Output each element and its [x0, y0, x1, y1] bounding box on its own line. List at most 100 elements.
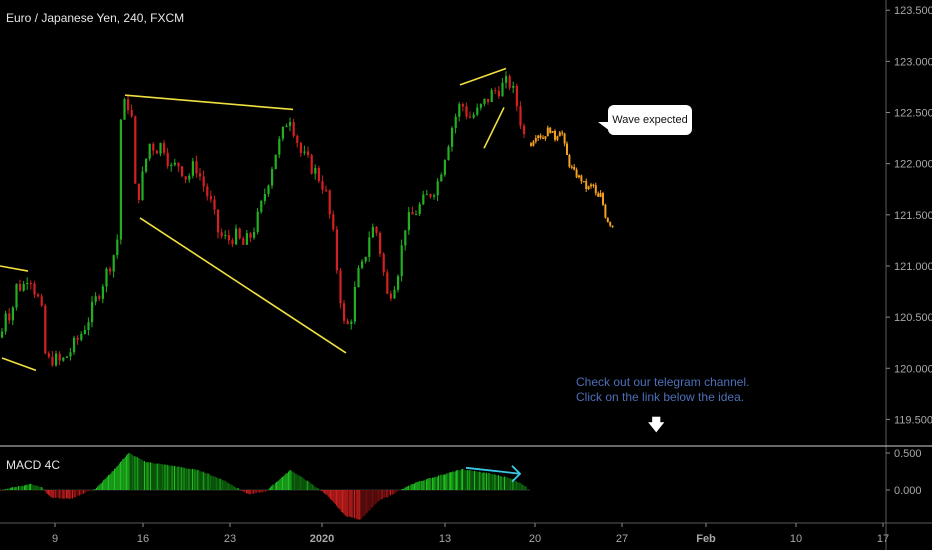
macd-bar — [154, 463, 156, 490]
macd-bar — [145, 462, 147, 490]
candle-body — [357, 267, 360, 288]
candle-body — [145, 158, 148, 172]
macd-bar — [520, 483, 522, 490]
macd-bar — [180, 467, 181, 490]
candle-body — [51, 356, 54, 366]
macd-bar — [469, 469, 471, 490]
forecast-candle — [546, 127, 549, 137]
candle-body — [422, 194, 425, 205]
macd-bar — [487, 473, 489, 490]
macd-bar — [96, 487, 97, 490]
macd-bar — [291, 471, 293, 490]
macd-bar — [453, 471, 455, 490]
price-tick-label: 122.500 — [894, 108, 932, 120]
forecast-candle — [537, 135, 540, 139]
macd-bar — [157, 463, 159, 490]
candle-body — [209, 196, 212, 200]
macd-trend-arrow — [465, 466, 521, 475]
macd-bar — [475, 471, 477, 490]
forecast-candle — [590, 184, 592, 187]
candle-body — [87, 322, 90, 331]
forecast-candle — [542, 137, 544, 139]
macd-bar — [328, 490, 330, 498]
macd-bar — [432, 477, 433, 490]
macd-bar — [396, 490, 397, 492]
macd-bar — [493, 474, 495, 490]
candle-body — [62, 357, 65, 361]
macd-bar — [206, 473, 208, 490]
macd-bar — [429, 477, 431, 490]
macd-bar — [318, 488, 319, 490]
macd-bar — [394, 490, 396, 494]
candle-body — [249, 233, 252, 238]
macd-bar — [435, 476, 437, 490]
candle-body — [1, 331, 4, 338]
macd-bar — [186, 468, 187, 490]
price-tick-label: 122.000 — [894, 159, 932, 171]
macd-bar — [63, 490, 65, 499]
time-tick-label: Feb — [696, 533, 716, 545]
macd-bar — [249, 490, 251, 495]
forecast-candle — [599, 193, 602, 197]
macd-bar — [6, 489, 7, 490]
macd-bar — [376, 490, 378, 502]
candle-body — [465, 106, 468, 117]
macd-bar — [339, 490, 341, 510]
macd-bar — [488, 472, 490, 490]
macd-bar — [409, 485, 411, 490]
macd-bar — [0, 490, 1, 491]
macd-bar — [74, 490, 76, 498]
macd-bar — [340, 490, 342, 512]
macd-bar — [146, 462, 148, 490]
macd-bar — [244, 490, 246, 493]
macd-bar — [385, 490, 387, 498]
macd-bar — [126, 455, 127, 490]
candle-body — [299, 143, 302, 153]
macd-bar — [207, 473, 209, 490]
promo-text: Check out our telegram channel. Click on… — [576, 375, 749, 405]
candle-body — [101, 286, 104, 299]
macd-bar — [465, 470, 467, 490]
macd-bar — [356, 490, 358, 520]
macd-bar — [406, 486, 408, 490]
forecast-candle — [558, 132, 561, 137]
candle-body — [195, 161, 198, 174]
candle-body — [123, 99, 126, 120]
candle-body — [469, 116, 472, 118]
candle-body — [235, 228, 238, 245]
macd-bar — [201, 471, 203, 490]
macd-bar — [152, 463, 154, 490]
macd-bar — [375, 490, 377, 504]
macd-bar — [92, 489, 94, 491]
candle-body — [253, 231, 256, 238]
candle-body — [497, 90, 500, 97]
forecast-candle — [573, 166, 576, 170]
macd-bar — [439, 475, 441, 490]
macd-bar — [270, 487, 271, 490]
macd-bar — [124, 457, 126, 490]
macd-bar — [100, 483, 102, 490]
candle-body — [202, 176, 205, 187]
macd-bar — [513, 480, 515, 490]
macd-bar — [354, 490, 355, 519]
macd-bar — [79, 490, 81, 496]
macd-bar — [380, 490, 382, 500]
macd-bar — [282, 476, 283, 490]
macd-bar — [142, 461, 144, 490]
macd-bar — [372, 490, 373, 508]
candle-body — [206, 186, 209, 197]
macd-bar — [360, 490, 361, 520]
macd-bar — [397, 490, 399, 492]
macd-bar — [502, 476, 504, 490]
macd-bar — [160, 463, 162, 490]
candle-body — [375, 226, 378, 233]
macd-bar — [387, 490, 389, 497]
price-tick-label: 123.500 — [894, 5, 932, 17]
candle-body — [371, 226, 374, 238]
macd-bar — [248, 490, 250, 494]
macd-bar — [438, 475, 439, 490]
macd-bar — [310, 483, 312, 490]
candle-body — [519, 106, 522, 126]
macd-bar — [448, 472, 450, 490]
